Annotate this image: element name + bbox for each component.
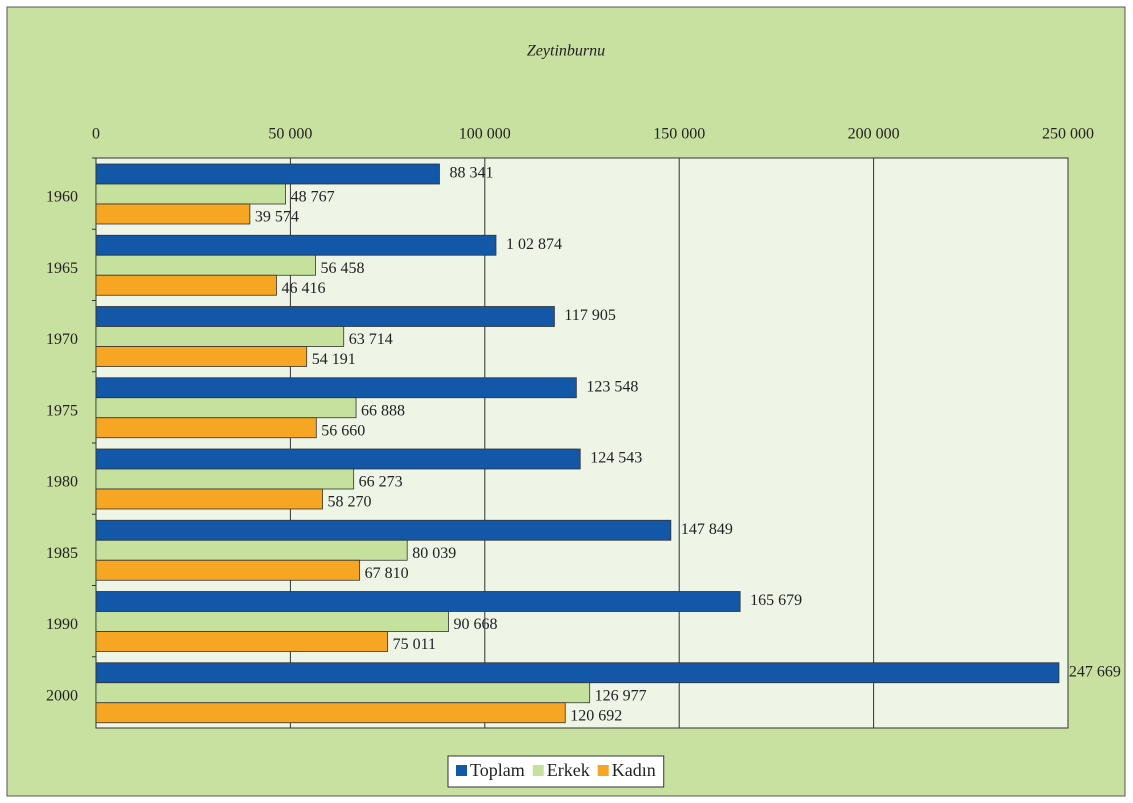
bar — [95, 591, 741, 612]
value-label: 247 669 — [1069, 663, 1121, 680]
y-tick-label: 1980 — [46, 474, 78, 491]
value-label: 54 191 — [312, 351, 356, 368]
value-label: 165 679 — [750, 592, 802, 609]
bar — [95, 488, 323, 510]
value-label: 58 270 — [328, 494, 372, 511]
bar — [95, 611, 449, 632]
value-label: 48 767 — [291, 189, 335, 206]
value-label: 147 849 — [681, 521, 733, 538]
value-label: 90 668 — [454, 616, 498, 633]
bar — [95, 234, 497, 256]
chart-title: Zeytinburnu — [527, 43, 605, 60]
legend-label: Kadın — [612, 760, 656, 780]
bar — [95, 682, 591, 704]
bar — [95, 346, 308, 367]
y-tick-label: 1975 — [46, 402, 78, 419]
legend-label: Toplam — [470, 760, 525, 780]
bar — [95, 254, 316, 276]
legend-swatch — [532, 765, 544, 776]
value-label: 66 273 — [359, 474, 403, 491]
value-label: 88 341 — [449, 165, 493, 182]
bar — [95, 519, 672, 541]
bar — [95, 377, 577, 399]
x-tick-label: 150 000 — [653, 126, 705, 143]
value-label: 63 714 — [349, 331, 393, 348]
x-tick-label: 0 — [92, 126, 100, 143]
value-label: 80 039 — [412, 545, 456, 562]
x-tick-label: 200 000 — [848, 126, 900, 143]
value-label: 126 977 — [595, 687, 647, 704]
y-tick-label: 1985 — [46, 545, 78, 562]
y-tick-label: 2000 — [46, 687, 78, 704]
x-tick-label: 100 000 — [459, 126, 511, 143]
value-label: 67 810 — [365, 565, 409, 582]
value-label: 66 888 — [361, 402, 405, 419]
legend-swatch — [597, 765, 609, 776]
bar — [95, 183, 287, 205]
value-label: 124 543 — [590, 450, 642, 467]
legend-swatch — [456, 765, 467, 776]
value-label: 1 02 874 — [506, 236, 562, 253]
legend — [447, 755, 665, 788]
bar — [95, 326, 345, 347]
y-tick-label: 1965 — [46, 260, 78, 277]
value-label: 75 011 — [393, 636, 436, 653]
value-label: 117 905 — [564, 307, 615, 324]
bar — [95, 306, 555, 327]
bar — [95, 274, 277, 296]
legend-label: Erkek — [547, 760, 590, 780]
value-label: 39 574 — [255, 209, 299, 226]
bar — [95, 559, 361, 581]
bar — [95, 448, 581, 470]
bar — [95, 662, 1060, 684]
x-tick-label: 50 000 — [268, 126, 312, 143]
bar — [95, 539, 408, 561]
value-label: 56 660 — [321, 422, 365, 439]
bar — [95, 702, 566, 724]
bar — [95, 163, 440, 185]
bar — [95, 397, 357, 419]
x-tick-label: 250 000 — [1042, 126, 1094, 143]
value-label: 123 548 — [586, 378, 638, 395]
bar — [95, 203, 251, 225]
bar — [95, 468, 355, 490]
value-label: 120 692 — [570, 707, 622, 724]
value-label: 56 458 — [321, 260, 365, 277]
y-tick-label: 1970 — [46, 331, 78, 348]
value-label: 46 416 — [281, 280, 325, 297]
y-tick-label: 1990 — [46, 616, 78, 633]
bar — [95, 417, 317, 439]
y-tick-label: 1960 — [46, 189, 78, 206]
bar — [95, 631, 389, 652]
